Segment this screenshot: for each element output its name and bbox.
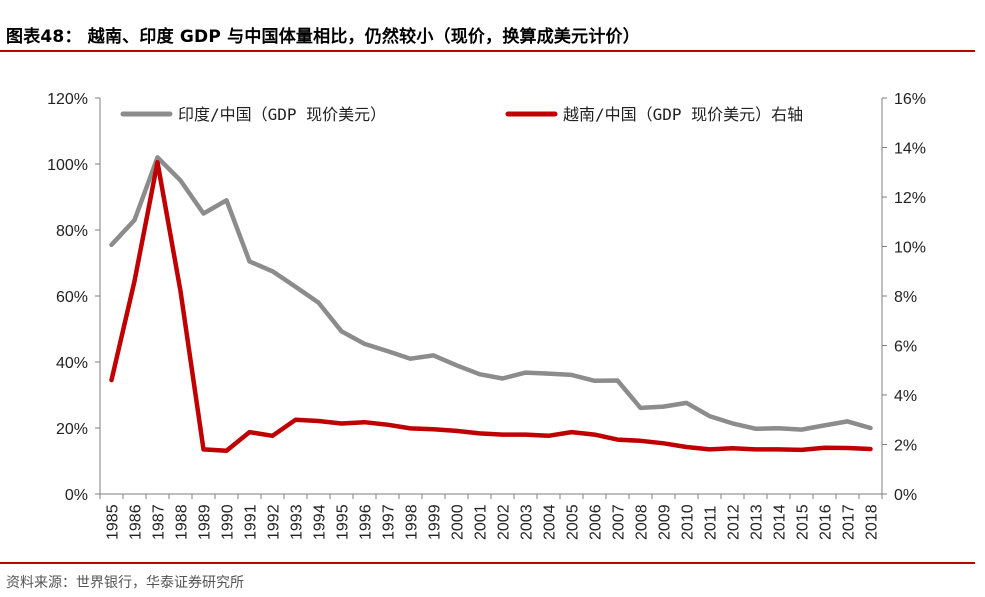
x-tick-label: 1994 xyxy=(312,504,329,540)
x-tick-label: 1990 xyxy=(220,504,237,540)
x-tick-label: 2001 xyxy=(473,504,490,540)
right-tick-label: 10% xyxy=(894,240,926,257)
india-china-ratio-line xyxy=(109,155,873,432)
left-tick-label: 120% xyxy=(47,91,88,108)
x-tick-label: 2004 xyxy=(542,504,559,540)
x-tick-label: 2012 xyxy=(726,504,743,540)
right-tick-label: 14% xyxy=(894,141,926,158)
footer-divider xyxy=(0,562,975,564)
right-tick-label: 2% xyxy=(894,438,917,455)
x-tick-label: 2000 xyxy=(450,504,467,540)
title-divider xyxy=(0,50,975,52)
x-tick-label: 1998 xyxy=(404,504,421,540)
left-tick-label: 0% xyxy=(65,487,88,504)
x-tick-label: 1995 xyxy=(335,504,352,540)
x-tick-label: 2017 xyxy=(841,504,858,540)
x-tick-label: 2008 xyxy=(634,504,651,540)
x-tick-label: 1989 xyxy=(197,504,214,540)
x-tick-label: 1999 xyxy=(427,504,444,540)
x-tick-label: 2006 xyxy=(588,504,605,540)
x-tick-label: 1986 xyxy=(128,504,145,540)
right-tick-label: 6% xyxy=(894,339,917,356)
x-tick-label: 2014 xyxy=(772,504,789,540)
x-tick-label: 1996 xyxy=(358,504,375,540)
x-tick-label: 1985 xyxy=(105,504,122,540)
x-tick-label: 2002 xyxy=(496,504,513,540)
figure-title: 图表48： 越南、印度 GDP 与中国体量相比，仍然较小（现价，换算成美元计价） xyxy=(6,27,640,47)
x-tick-label: 2016 xyxy=(818,504,835,540)
source-note: 资料来源：世界银行，华泰证券研究所 xyxy=(6,575,244,591)
x-tick-label: 1993 xyxy=(289,504,306,540)
x-tick-label: 2010 xyxy=(680,504,697,540)
x-tick-label: 2013 xyxy=(749,504,766,540)
right-tick-label: 8% xyxy=(894,289,917,306)
left-tick-label: 80% xyxy=(56,223,88,240)
x-tick-label: 2005 xyxy=(565,504,582,540)
x-tick-label: 1992 xyxy=(266,504,283,540)
right-tick-label: 4% xyxy=(894,388,917,405)
vietnam-china-ratio-line xyxy=(109,160,873,453)
right-tick-label: 0% xyxy=(894,487,917,504)
left-tick-label: 60% xyxy=(56,289,88,306)
left-tick-label: 20% xyxy=(56,421,88,438)
left-tick-label: 40% xyxy=(56,355,88,372)
x-tick-label: 1997 xyxy=(381,504,398,540)
legend-india-label: 印度/中国（GDP 现价美元） xyxy=(178,105,386,124)
x-tick-label: 1991 xyxy=(243,504,260,540)
x-tick-label: 1988 xyxy=(174,504,191,540)
x-tick-label: 2015 xyxy=(795,504,812,540)
right-tick-label: 16% xyxy=(894,91,926,108)
x-tick-label: 2018 xyxy=(864,504,881,540)
x-tick-label: 2003 xyxy=(519,504,536,540)
x-tick-label: 2011 xyxy=(703,505,720,540)
right-tick-label: 12% xyxy=(894,190,926,207)
legend-vietnam-label: 越南/中国（GDP 现价美元）右轴 xyxy=(563,105,803,124)
x-tick-label: 2007 xyxy=(611,504,628,540)
left-tick-label: 100% xyxy=(47,157,88,174)
x-tick-label: 1987 xyxy=(151,504,168,540)
x-tick-label: 2009 xyxy=(657,504,674,540)
